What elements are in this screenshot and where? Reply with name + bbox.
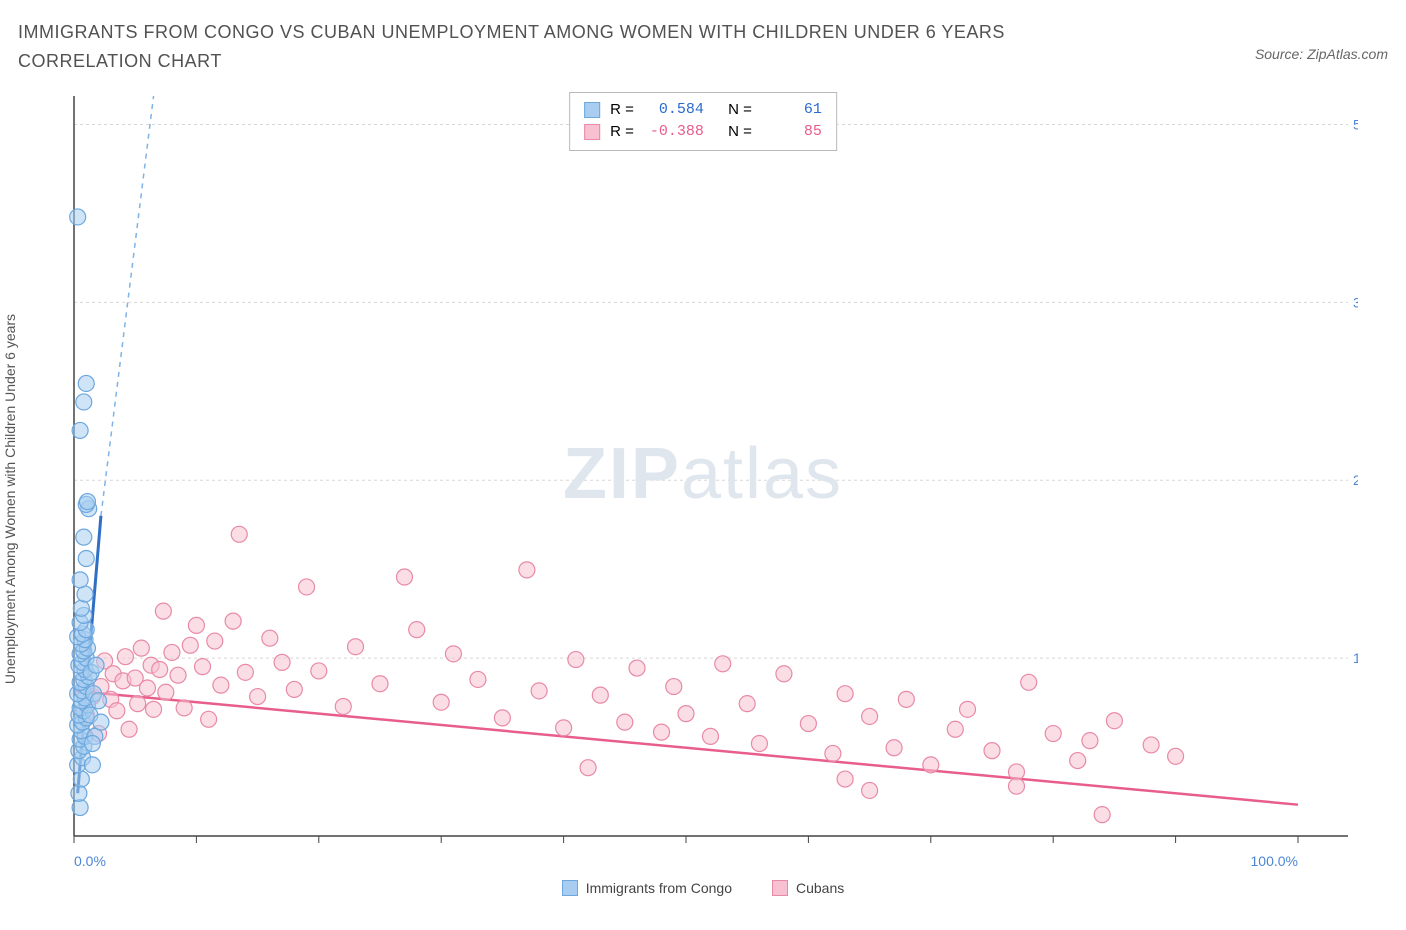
series-legend: Immigrants from Congo Cubans: [18, 880, 1388, 896]
svg-text:100.0%: 100.0%: [1251, 853, 1298, 869]
legend-r-congo: 0.584: [644, 99, 704, 122]
legend-item-cubans: Cubans: [772, 880, 844, 896]
y-axis-label: Unemployment Among Women with Children U…: [2, 314, 18, 684]
legend-label: Cubans: [796, 880, 844, 896]
correlation-legend: R = 0.584 N = 61 R = -0.388 N = 85: [569, 92, 837, 151]
legend-swatch-cubans: [584, 124, 600, 140]
legend-row-cubans: R = -0.388 N = 85: [584, 121, 822, 144]
legend-swatch-congo: [584, 102, 600, 118]
legend-swatch-icon: [562, 880, 578, 896]
legend-n-cubans: 85: [762, 121, 822, 144]
svg-text:12.5%: 12.5%: [1353, 650, 1358, 666]
legend-n-congo: 61: [762, 99, 822, 122]
chart-title: IMMIGRANTS FROM CONGO VS CUBAN UNEMPLOYM…: [18, 18, 1118, 76]
legend-row-congo: R = 0.584 N = 61: [584, 99, 822, 122]
legend-swatch-icon: [772, 880, 788, 896]
chart-header: IMMIGRANTS FROM CONGO VS CUBAN UNEMPLOYM…: [18, 18, 1388, 76]
legend-label: Immigrants from Congo: [586, 880, 732, 896]
scatter-chart: 12.5% 25.0% 37.5% 50.0% 0.0% 100.0%: [18, 86, 1358, 876]
svg-text:25.0%: 25.0%: [1353, 472, 1358, 488]
svg-text:37.5%: 37.5%: [1353, 294, 1358, 310]
chart-container: Unemployment Among Women with Children U…: [18, 86, 1388, 896]
legend-item-congo: Immigrants from Congo: [562, 880, 732, 896]
svg-text:50.0%: 50.0%: [1353, 116, 1358, 132]
legend-r-cubans: -0.388: [644, 121, 704, 144]
source-attribution: Source: ZipAtlas.com: [1255, 46, 1388, 62]
svg-text:0.0%: 0.0%: [74, 853, 106, 869]
